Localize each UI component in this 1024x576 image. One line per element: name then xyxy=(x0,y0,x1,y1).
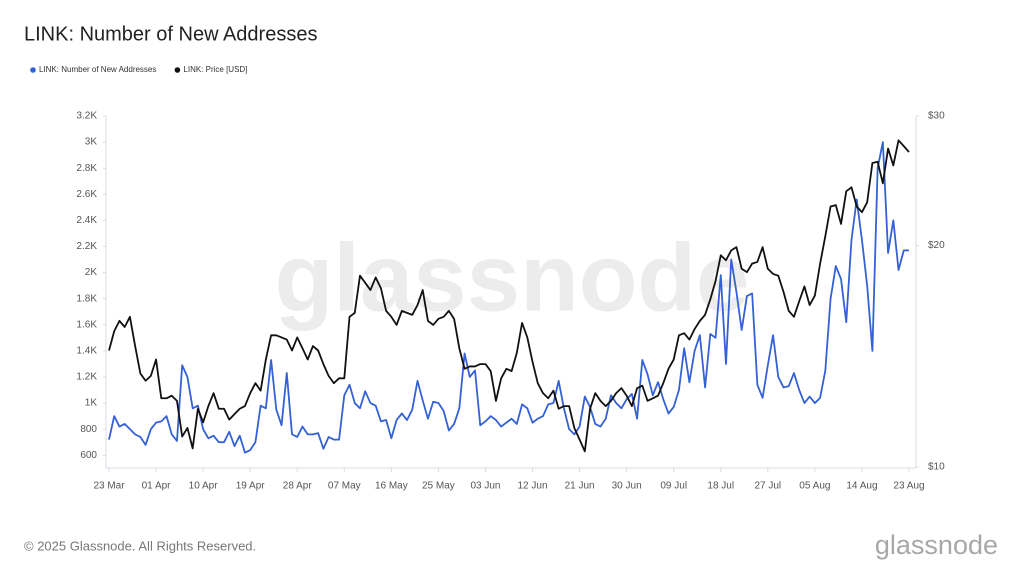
data-line xyxy=(108,141,909,454)
x-tick-label: 30 Jun xyxy=(612,481,642,492)
y-tick-label: 800 xyxy=(80,424,97,435)
x-tick-label: 27 Jul xyxy=(754,481,781,492)
y-tick-label: 1.6K xyxy=(76,319,97,330)
y2-tick-label: $20 xyxy=(928,240,945,251)
legend-marker xyxy=(30,67,36,73)
y-tick-label: 2.6K xyxy=(76,189,97,200)
footer: © 2025 Glassnode. All Rights Reserved. xyxy=(24,538,256,553)
y2-tick-label: $10 xyxy=(928,462,945,473)
x-tick-label: 01 Apr xyxy=(142,481,172,492)
y-tick-label: 2.8K xyxy=(76,163,97,174)
x-tick-label: 23 Aug xyxy=(893,481,924,492)
y-tick-label: 3.2K xyxy=(76,111,97,122)
logo: glassnode xyxy=(875,530,998,560)
x-tick-label: 28 Apr xyxy=(283,481,313,492)
legend-label: LINK: Number of New Addresses xyxy=(39,65,156,74)
x-tick-label: 09 Jul xyxy=(660,481,687,492)
y-tick-label: 1K xyxy=(85,398,98,409)
legend-marker xyxy=(174,67,181,73)
x-tick-label: 07 May xyxy=(328,481,361,492)
y-tick-label: 1.2K xyxy=(76,372,97,383)
x-tick-label: 16 May xyxy=(375,481,408,492)
x-tick-label: 14 Aug xyxy=(846,481,877,492)
y-tick-label: 600 xyxy=(80,450,97,461)
y2-tick-label: $30 xyxy=(928,111,945,122)
x-tick-label: 18 Jul xyxy=(707,481,734,492)
y-tick-label: 3K xyxy=(85,137,98,148)
x-tick-label: 25 May xyxy=(422,481,455,492)
x-tick-label: 12 Jun xyxy=(518,481,548,492)
y-tick-label: 1.4K xyxy=(76,346,97,357)
x-tick-label: 10 Apr xyxy=(189,481,219,492)
x-tick-label: 23 Mar xyxy=(93,481,125,492)
y-tick-label: 1.8K xyxy=(76,293,97,304)
x-tick-label: 19 Apr xyxy=(236,481,266,492)
x-tick-label: 03 Jun xyxy=(470,481,500,492)
x-tick-label: 21 Jun xyxy=(565,481,595,492)
y-tick-label: 2K xyxy=(85,267,98,278)
watermark: glassnode xyxy=(275,224,750,331)
chart-title: LINK: Number of New Addresses xyxy=(24,23,317,45)
y-tick-label: 2.2K xyxy=(76,241,97,252)
x-tick-label: 05 Aug xyxy=(799,481,830,492)
data-line xyxy=(108,139,910,453)
y-tick-label: 2.4K xyxy=(76,215,97,226)
legend-label: LINK: Price [USD] xyxy=(183,65,247,74)
